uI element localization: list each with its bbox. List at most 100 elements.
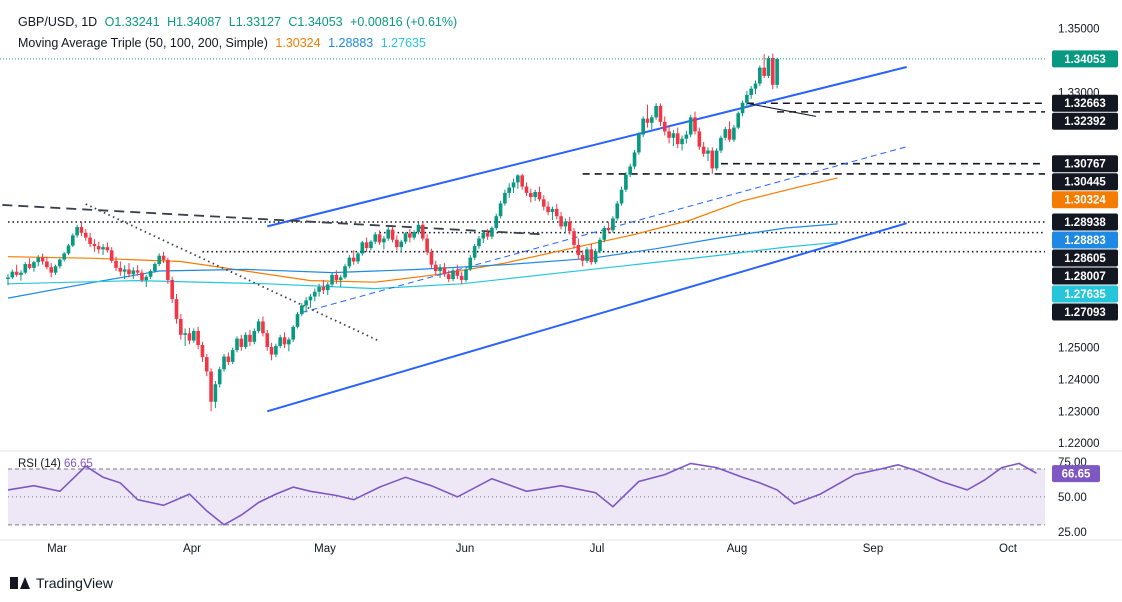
high-value: H1.34087: [167, 15, 222, 29]
time-axis: Mar Apr May Jun Jul Aug Sep Oct: [47, 543, 1018, 555]
candle-body: [701, 146, 706, 154]
candle-body: [537, 191, 542, 200]
rsi-tick-label: 50.00: [1058, 492, 1087, 504]
candle-body: [680, 138, 684, 145]
candle-body: [541, 199, 546, 207]
candle-body: [312, 291, 317, 297]
rsi-value-box: [1052, 465, 1100, 483]
price-label-box: [1052, 231, 1118, 249]
time-tick-label: Aug: [727, 543, 747, 555]
candle-body: [464, 269, 468, 280]
time-tick-label: Apr: [183, 543, 201, 555]
candle-body: [650, 117, 654, 123]
candle-body: [300, 305, 304, 315]
candle-body: [109, 250, 114, 261]
candle-body: [118, 267, 123, 272]
candle-body: [161, 255, 166, 260]
candle-body: [745, 95, 749, 103]
price-tick-label: 1.25000: [1058, 343, 1100, 355]
candle-body: [321, 286, 326, 291]
candle-body: [347, 257, 352, 267]
candle-body: [261, 321, 265, 334]
candle-body: [662, 121, 667, 132]
trend-line-channel-lower: [266, 222, 908, 413]
ma-label: Moving Average Triple (50, 100, 200, Sim…: [18, 36, 268, 50]
candle-body: [317, 286, 321, 292]
candle-body: [576, 244, 581, 256]
candle-body: [88, 237, 92, 244]
candle-body: [23, 264, 28, 273]
candle-body: [762, 67, 766, 76]
candle-body: [256, 321, 261, 331]
price-label-box: [1052, 303, 1118, 321]
ma100-value: 1.28883: [328, 36, 374, 50]
candle-body: [338, 277, 343, 280]
time-tick-label: Jul: [590, 543, 605, 555]
brand-name: TradingView: [36, 575, 114, 591]
candle-body: [684, 134, 689, 139]
candle-body: [758, 67, 762, 84]
ma50-value: 1.30324: [275, 36, 321, 50]
price-label-box: [1052, 112, 1118, 130]
grid-layer: [0, 450, 1122, 541]
price-label-text: 1.27093: [1064, 307, 1106, 319]
candle-body: [135, 270, 140, 273]
close-value: C1.34053: [288, 15, 343, 29]
trend-line-long-resistance: [0, 203, 544, 236]
ma-line-ma50: [7, 177, 838, 283]
trend-lines: [0, 66, 908, 413]
candle-body: [658, 105, 663, 122]
candle-body: [196, 330, 200, 346]
price-tick-label: 1.23000: [1058, 406, 1100, 418]
price-label-text: 1.30767: [1064, 159, 1106, 171]
candle-body: [416, 224, 421, 233]
candle-body: [511, 182, 516, 188]
candle-body: [144, 276, 149, 280]
candle-body: [451, 270, 455, 280]
candle-body: [624, 174, 628, 190]
candle-body: [265, 333, 270, 347]
trend-line-thin: [746, 102, 817, 117]
candle-body: [364, 242, 369, 249]
trend-line-channel-upper: [267, 66, 907, 228]
rsi-band: [8, 468, 1045, 525]
candle-body: [395, 239, 399, 248]
candle-body: [637, 134, 641, 153]
tradingview-logo: TradingView: [10, 575, 113, 591]
ma-line-ma100: [7, 223, 838, 299]
candle-body: [697, 131, 702, 147]
candle-body: [140, 272, 144, 280]
candle-body: [92, 243, 97, 247]
candle-body: [386, 229, 391, 239]
candle-body: [248, 334, 252, 342]
candle-body: [425, 238, 429, 252]
candle-body: [732, 127, 736, 140]
price-tick-label: 1.35000: [1058, 24, 1100, 36]
rsi-value-text: 66.65: [1062, 469, 1091, 481]
candle-body: [628, 166, 632, 175]
candle-body: [105, 247, 110, 251]
horizontal-levels: [8, 102, 1045, 253]
price-label-text: 1.27635: [1064, 289, 1106, 301]
candle-body: [671, 133, 676, 138]
candle-body: [520, 175, 524, 187]
candle-body: [412, 232, 416, 238]
candle-body: [429, 251, 434, 265]
candle-body: [602, 228, 607, 240]
price-label-box: [1052, 249, 1118, 267]
candle-body: [408, 233, 412, 238]
candle-body: [585, 249, 589, 261]
candle-body: [343, 266, 347, 278]
candle-body: [334, 274, 339, 280]
candle-body: [148, 271, 153, 277]
candle-body: [446, 274, 451, 280]
candlesticks: [6, 53, 779, 412]
candle-body: [170, 279, 174, 300]
candle-body: [252, 330, 257, 342]
candle-body: [356, 253, 360, 262]
candle-body: [27, 264, 32, 268]
time-tick-label: May: [314, 543, 336, 555]
candle-body: [45, 261, 49, 268]
candle-body: [217, 369, 222, 385]
time-tick-label: Sep: [863, 543, 883, 555]
